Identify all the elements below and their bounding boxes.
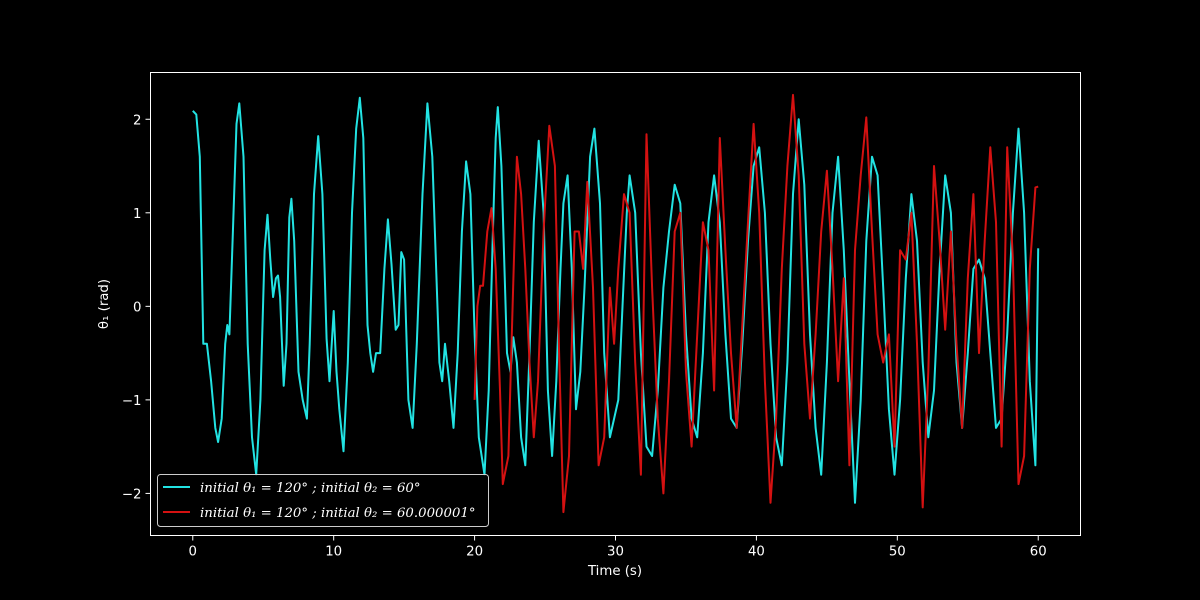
y-tick-label: 0 [133, 300, 141, 315]
y-tick-label: 2 [133, 113, 141, 128]
x-axis-ticks: 0 10 20 30 40 50 60 [189, 535, 1047, 560]
legend-label-series-2: initial θ₁ = 120° ; initial θ₂ = 60.0000… [200, 506, 476, 521]
y-tick-label: −2 [122, 487, 142, 502]
x-tick-label: 50 [889, 545, 906, 560]
legend-box [157, 474, 489, 527]
y-axis-ticks: −2 −1 0 1 2 [122, 113, 151, 502]
x-axis-label: Time (s) [587, 564, 642, 579]
y-tick-label: 1 [133, 207, 141, 222]
y-axis-label: θ₁ (rad) [97, 279, 112, 329]
legend-label-series-1: initial θ₁ = 120° ; initial θ₂ = 60° [200, 481, 421, 496]
y-tick-label: −1 [122, 394, 142, 409]
series-line-2 [473, 93, 1039, 514]
x-tick-label: 60 [1030, 545, 1047, 560]
x-tick-label: 40 [748, 545, 765, 560]
x-tick-label: 30 [607, 545, 624, 560]
plot-area [192, 93, 1040, 514]
series-line-1 [192, 96, 1040, 504]
x-tick-label: 20 [466, 545, 483, 560]
legend: initial θ₁ = 120° ; initial θ₂ = 60° ini… [157, 474, 489, 527]
x-tick-label: 10 [325, 545, 342, 560]
x-tick-label: 0 [189, 545, 197, 560]
